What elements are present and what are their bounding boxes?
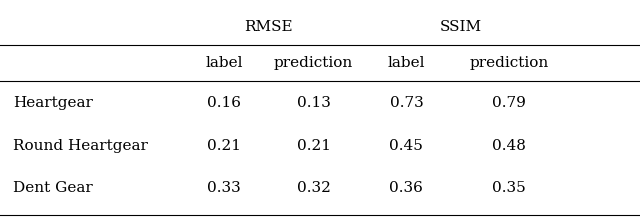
Text: 0.36: 0.36	[390, 181, 423, 195]
Text: 0.16: 0.16	[207, 96, 241, 110]
Text: 0.35: 0.35	[492, 181, 525, 195]
Text: Heartgear: Heartgear	[13, 96, 93, 110]
Text: 0.21: 0.21	[207, 139, 241, 153]
Text: 0.13: 0.13	[297, 96, 330, 110]
Text: 0.21: 0.21	[296, 139, 331, 153]
Text: Dent Gear: Dent Gear	[13, 181, 93, 195]
Text: SSIM: SSIM	[440, 20, 482, 34]
Text: 0.32: 0.32	[297, 181, 330, 195]
Text: label: label	[205, 56, 243, 70]
Text: 0.45: 0.45	[390, 139, 423, 153]
Text: RMSE: RMSE	[244, 20, 293, 34]
Text: 0.73: 0.73	[390, 96, 423, 110]
Text: 0.33: 0.33	[207, 181, 241, 195]
Text: label: label	[388, 56, 425, 70]
Text: 0.79: 0.79	[492, 96, 525, 110]
Text: Round Heartgear: Round Heartgear	[13, 139, 148, 153]
Text: prediction: prediction	[274, 56, 353, 70]
Text: 0.48: 0.48	[492, 139, 525, 153]
Text: prediction: prediction	[469, 56, 548, 70]
